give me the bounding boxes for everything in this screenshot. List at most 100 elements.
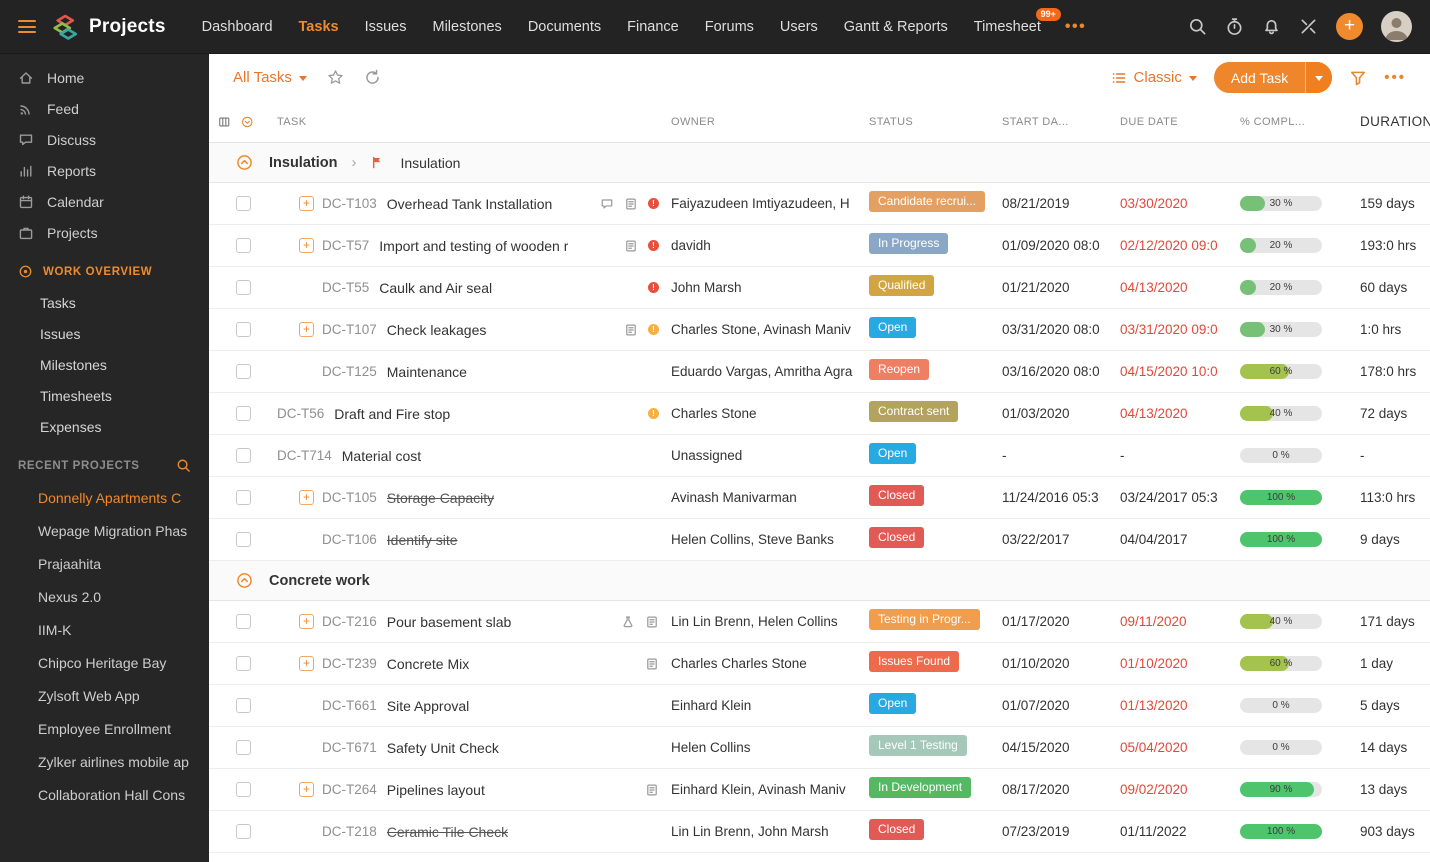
- task-name[interactable]: Safety Unit Check: [386, 739, 499, 756]
- task-name[interactable]: Pour basement slab: [386, 613, 512, 630]
- task-id[interactable]: DC-T239: [322, 656, 377, 671]
- task-name[interactable]: Caulk and Air seal: [379, 279, 493, 296]
- task-name[interactable]: Draft and Fire stop: [334, 405, 451, 422]
- topnav-finance[interactable]: Finance: [627, 18, 679, 35]
- recent-project-item[interactable]: IIM-K: [38, 621, 72, 638]
- task-id[interactable]: DC-T216: [322, 614, 377, 629]
- sidebar-item-reports[interactable]: Reports: [0, 155, 209, 186]
- status-badge[interactable]: Level 1 Testing: [869, 734, 967, 756]
- topnav-users[interactable]: Users: [779, 18, 818, 35]
- row-checkbox[interactable]: [236, 406, 251, 421]
- work-overview-item-expenses[interactable]: Expenses: [40, 418, 102, 435]
- task-id[interactable]: DC-T105: [322, 490, 377, 505]
- task-name[interactable]: Identify site: [386, 531, 458, 548]
- topnav-forums[interactable]: Forums: [704, 18, 754, 35]
- task-id[interactable]: DC-T125: [322, 364, 377, 379]
- row-checkbox[interactable]: [236, 490, 251, 505]
- task-row[interactable]: DC-T106 Identify site Helen Collins, Steve…: [209, 519, 1430, 561]
- sidebar-item-calendar[interactable]: Calendar: [0, 186, 209, 217]
- status-badge[interactable]: Qualified: [869, 274, 935, 296]
- add-task-button[interactable]: Add Task: [1213, 62, 1333, 93]
- task-id[interactable]: DC-T661: [322, 698, 377, 713]
- sidebar-item-home[interactable]: Home: [0, 62, 209, 93]
- expand-subtasks-button[interactable]: +: [299, 782, 314, 797]
- status-badge[interactable]: In Development: [869, 776, 972, 798]
- topnav-milestones[interactable]: Milestones: [432, 18, 502, 35]
- topnav-gantt-reports[interactable]: Gantt & Reports: [843, 18, 948, 35]
- column-header-duration[interactable]: DURATION: [1360, 114, 1430, 129]
- task-id[interactable]: DC-T106: [322, 532, 377, 547]
- sidebar-item-projects[interactable]: Projects: [0, 217, 209, 248]
- work-overview-item-timesheets[interactable]: Timesheets: [40, 387, 112, 404]
- row-checkbox[interactable]: [236, 656, 251, 671]
- row-checkbox[interactable]: [236, 698, 251, 713]
- row-checkbox[interactable]: [236, 364, 251, 379]
- star-icon[interactable]: [327, 69, 344, 86]
- timer-icon[interactable]: [1225, 17, 1244, 36]
- row-checkbox[interactable]: [236, 238, 251, 253]
- user-avatar[interactable]: [1381, 11, 1412, 42]
- bell-icon[interactable]: [1262, 17, 1281, 36]
- task-row[interactable]: DC-T55 Caulk and Air seal! John Marsh Quali…: [209, 267, 1430, 309]
- recent-project-item[interactable]: Zylsoft Web App: [38, 687, 140, 704]
- expand-subtasks-button[interactable]: +: [299, 322, 314, 337]
- topnav-documents[interactable]: Documents: [527, 18, 602, 35]
- row-checkbox[interactable]: [236, 614, 251, 629]
- status-badge[interactable]: In Progress: [869, 232, 949, 254]
- task-id[interactable]: DC-T107: [322, 322, 377, 337]
- task-row[interactable]: DC-T661 Site Approval Einhard Klein Open 01/…: [209, 685, 1430, 727]
- recent-project-item[interactable]: Nexus 2.0: [38, 588, 102, 605]
- expand-subtasks-button[interactable]: +: [299, 656, 314, 671]
- expand-subtasks-button[interactable]: +: [299, 196, 314, 211]
- task-row[interactable]: + DC-T264 Pipelines layout Einhard Klein, A…: [209, 769, 1430, 811]
- recent-project-item[interactable]: Prajaahita: [38, 555, 102, 572]
- task-name[interactable]: Overhead Tank Installation: [386, 195, 553, 212]
- hamburger-menu-icon[interactable]: [18, 17, 36, 37]
- status-badge[interactable]: Testing in Progr...: [869, 608, 980, 630]
- more-options-button[interactable]: •••: [1384, 69, 1406, 86]
- task-row[interactable]: + DC-T105 Storage Capacity Avinash Manivarm…: [209, 477, 1430, 519]
- task-name[interactable]: Ceramic Tile Check: [386, 823, 509, 840]
- work-overview-item-issues[interactable]: Issues: [40, 325, 81, 342]
- recent-project-item[interactable]: Chipco Heritage Bay: [38, 654, 167, 671]
- row-checkbox[interactable]: [236, 782, 251, 797]
- task-name[interactable]: Import and testing of wooden r: [379, 237, 569, 254]
- expand-subtasks-button[interactable]: +: [299, 614, 314, 629]
- recent-project-item[interactable]: Collaboration Hall Cons: [38, 786, 186, 803]
- task-row[interactable]: + DC-T103 Overhead Tank Installation! Faiya…: [209, 183, 1430, 225]
- add-task-dropdown[interactable]: [1305, 62, 1333, 93]
- work-overview-item-milestones[interactable]: Milestones: [40, 356, 107, 373]
- task-row[interactable]: + DC-T107 Check leakages! Charles Stone, Av…: [209, 309, 1430, 351]
- status-badge[interactable]: Closed: [869, 484, 925, 506]
- row-checkbox[interactable]: [236, 196, 251, 211]
- row-checkbox[interactable]: [236, 824, 251, 839]
- expand-subtasks-button[interactable]: +: [299, 490, 314, 505]
- column-header-start-da[interactable]: START DA...: [1002, 115, 1069, 128]
- topnav-timesheet[interactable]: Timesheet 99+: [974, 7, 1061, 35]
- task-id[interactable]: DC-T56: [277, 406, 325, 421]
- view-selector-dropdown[interactable]: All Tasks: [233, 69, 307, 86]
- global-add-button[interactable]: +: [1336, 13, 1363, 40]
- task-id[interactable]: DC-T103: [322, 196, 377, 211]
- column-header-task[interactable]: TASK: [277, 115, 307, 128]
- column-header-status[interactable]: STATUS: [869, 115, 914, 128]
- status-badge[interactable]: Open: [869, 442, 917, 464]
- task-row[interactable]: + DC-T57 Import and testing of wooden r! da…: [209, 225, 1430, 267]
- task-id[interactable]: DC-T714: [277, 448, 332, 463]
- task-id[interactable]: DC-T671: [322, 740, 377, 755]
- layout-selector-dropdown[interactable]: Classic: [1111, 69, 1197, 86]
- recent-project-item[interactable]: Employee Enrollment: [38, 720, 172, 737]
- task-name[interactable]: Storage Capacity: [386, 489, 495, 506]
- status-badge[interactable]: Issues Found: [869, 650, 960, 672]
- task-name[interactable]: Site Approval: [386, 697, 470, 714]
- status-badge[interactable]: Candidate recrui...: [869, 190, 986, 212]
- task-name[interactable]: Pipelines layout: [386, 781, 485, 798]
- task-id[interactable]: DC-T264: [322, 782, 377, 797]
- task-id[interactable]: DC-T218: [322, 824, 377, 839]
- task-name[interactable]: Maintenance: [386, 363, 467, 380]
- task-id[interactable]: DC-T57: [322, 238, 370, 253]
- sidebar-item-feed[interactable]: Feed: [0, 93, 209, 124]
- status-badge[interactable]: Closed: [869, 526, 925, 548]
- task-row[interactable]: DC-T56 Draft and Fire stop! Charles Stone C…: [209, 393, 1430, 435]
- column-header-owner[interactable]: OWNER: [671, 115, 716, 128]
